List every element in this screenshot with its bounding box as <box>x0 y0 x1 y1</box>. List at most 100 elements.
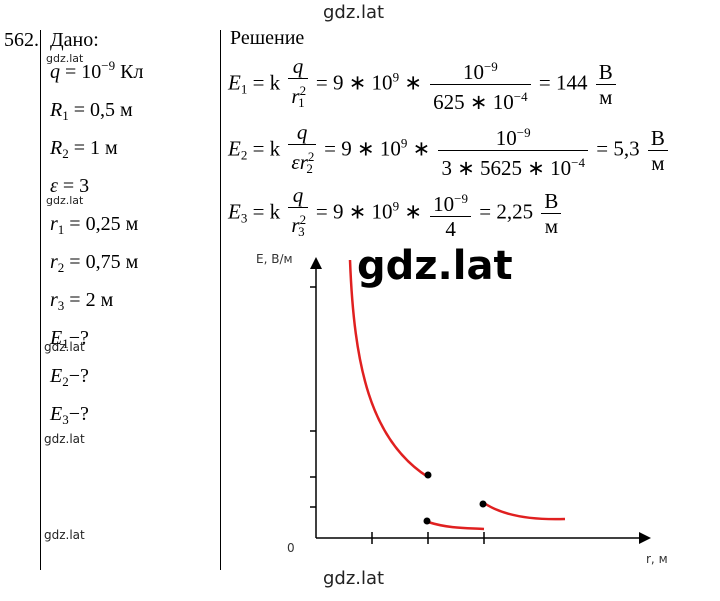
given-item: r1 = 0,25 м <box>50 205 143 243</box>
eq3-unit-num: В <box>544 189 559 213</box>
eq2-num: 10 <box>495 126 517 150</box>
given-value: = 2 м <box>64 289 114 311</box>
curve-outside <box>483 501 566 521</box>
given-item: r3 = 2 м <box>50 281 143 319</box>
given-value: = 3 <box>57 175 90 197</box>
given-superscript: −9 <box>101 58 116 73</box>
given-symbol: r <box>50 289 58 311</box>
eq3-lhs-sub: 3 <box>240 210 248 226</box>
given-value: −? <box>68 403 89 425</box>
eq1-k: = k <box>247 70 281 95</box>
given-divider-line <box>40 30 41 570</box>
curve-dielectric <box>427 520 485 531</box>
eq3-den-sub: 3 <box>298 224 305 239</box>
given-symbol: E <box>50 403 63 425</box>
eq1-value-fraction: 10−9 625 ∗ 10−4 <box>430 55 531 114</box>
given-symbol: E <box>50 365 63 387</box>
given-item: E1−? <box>50 319 143 357</box>
graph-y-label: E, В/м <box>256 252 293 266</box>
eq1-unit-num: В <box>598 60 613 84</box>
watermark-top: gdz.lat <box>323 2 385 23</box>
eq2-num-sup: −9 <box>516 125 531 140</box>
given-value: = 0,25 м <box>64 213 139 235</box>
watermark-side-3: gdz.lat <box>44 528 85 542</box>
eq3-den-r: r <box>291 213 300 237</box>
watermark-side-1: gdz.lat <box>44 340 85 354</box>
eq2-den-pre: εr <box>291 150 308 174</box>
eq1-den-sup: 2 <box>299 83 307 98</box>
eq2-k: = k <box>247 136 281 161</box>
eq3-result: = 2,25 <box>474 199 534 224</box>
point-r1 <box>424 471 432 479</box>
curve-inside-near <box>348 259 429 479</box>
given-item: R1 = 0,5 м <box>50 91 143 129</box>
given-subscript: 1 <box>57 222 65 237</box>
eq3-mid: = 9 ∗ 10 <box>310 199 393 224</box>
eq2-den-sup: 2 <box>307 149 315 164</box>
eq3-mid-sup: 9 <box>392 198 400 214</box>
eq3-lhs: E <box>228 199 241 224</box>
eq1-lhs-sub: 1 <box>240 81 248 97</box>
graph-x-label: r, м <box>646 552 668 566</box>
given-value: −? <box>68 327 89 349</box>
eq1-unit-den: м <box>595 84 616 109</box>
given-symbol: R <box>50 99 63 121</box>
given-symbol: ε <box>50 175 58 197</box>
equation-e3: E3 = k q r23 = 9 ∗ 109 ∗ 10−9 4 = 2,25 В… <box>228 183 564 244</box>
eq3-num: 10 <box>433 191 455 216</box>
eq3-den: 4 <box>445 216 456 241</box>
given-symbol: R <box>50 137 63 159</box>
given-item: ε = 3 <box>50 167 143 205</box>
eq2-lhs-sub: 2 <box>240 147 248 163</box>
given-subscript: 2 <box>57 260 65 275</box>
equation-e1: E1 = k q r21 = 9 ∗ 109 ∗ 10−9 625 ∗ 10−4… <box>228 54 619 115</box>
eq2-q: q <box>296 120 308 144</box>
eq2-unit-den: м <box>647 150 668 175</box>
equation-e2: E2 = k q εr22 = 9 ∗ 109 ∗ 10−9 3 ∗ 5625 … <box>228 120 671 181</box>
eq2-star: ∗ <box>407 136 431 161</box>
eq2-unit: В м <box>647 126 668 175</box>
point-r2 <box>423 517 431 525</box>
given-symbol: E <box>50 327 63 349</box>
eq3-den-sup: 2 <box>299 212 307 227</box>
watermark-small-2: gdz.lat <box>46 194 84 207</box>
given-symbol: q <box>50 61 60 83</box>
watermark-side-2: gdz.lat <box>44 432 85 446</box>
eq1-mid-sup: 9 <box>392 69 400 85</box>
eq2-den-sub: 2 <box>306 161 313 176</box>
eq1-den-r: r <box>291 84 300 108</box>
given-item: r2 = 0,75 м <box>50 243 143 281</box>
eq2-mid: = 9 ∗ 10 <box>318 136 401 161</box>
watermark-small-1: gdz.lat <box>46 52 84 65</box>
eq2-value-fraction: 10−9 3 ∗ 5625 ∗ 10−4 <box>438 121 588 180</box>
eq1-den2-sup: −4 <box>513 89 528 104</box>
field-graph <box>310 257 651 544</box>
eq3-unit-den: м <box>541 213 562 238</box>
given-subscript: 1 <box>62 108 69 123</box>
eq3-value-fraction: 10−9 4 <box>430 187 472 241</box>
given-value: −? <box>68 365 89 387</box>
eq3-q: q <box>292 183 304 207</box>
given-value: = 1 м <box>68 137 118 159</box>
given-unit: Кл <box>115 61 144 83</box>
given-subscript: 3 <box>57 298 65 313</box>
eq2-lhs: E <box>228 136 241 161</box>
eq1-num: 10 <box>462 60 484 84</box>
given-subscript: 3 <box>62 412 69 427</box>
given-value: = 10 <box>60 61 102 83</box>
eq1-result: = 144 <box>533 70 588 95</box>
eq1-lhs: E <box>228 70 241 95</box>
graph-curves <box>348 259 566 531</box>
eq3-k: = k <box>247 199 281 224</box>
eq1-den: 625 ∗ 10 <box>433 90 514 114</box>
eq2-unit-num: В <box>650 126 665 150</box>
watermark-bottom: gdz.lat <box>323 568 385 589</box>
eq1-star: ∗ <box>399 70 422 95</box>
eq2-den2-sup: −4 <box>571 155 585 170</box>
eq1-mid: = 9 ∗ 10 <box>310 70 393 95</box>
given-symbol: r <box>50 213 58 235</box>
given-item: R2 = 1 м <box>50 129 143 167</box>
given-item: q = 10−9 Кл <box>50 53 143 91</box>
given-value: = 0,5 м <box>68 99 133 121</box>
point-r3 <box>479 500 487 508</box>
